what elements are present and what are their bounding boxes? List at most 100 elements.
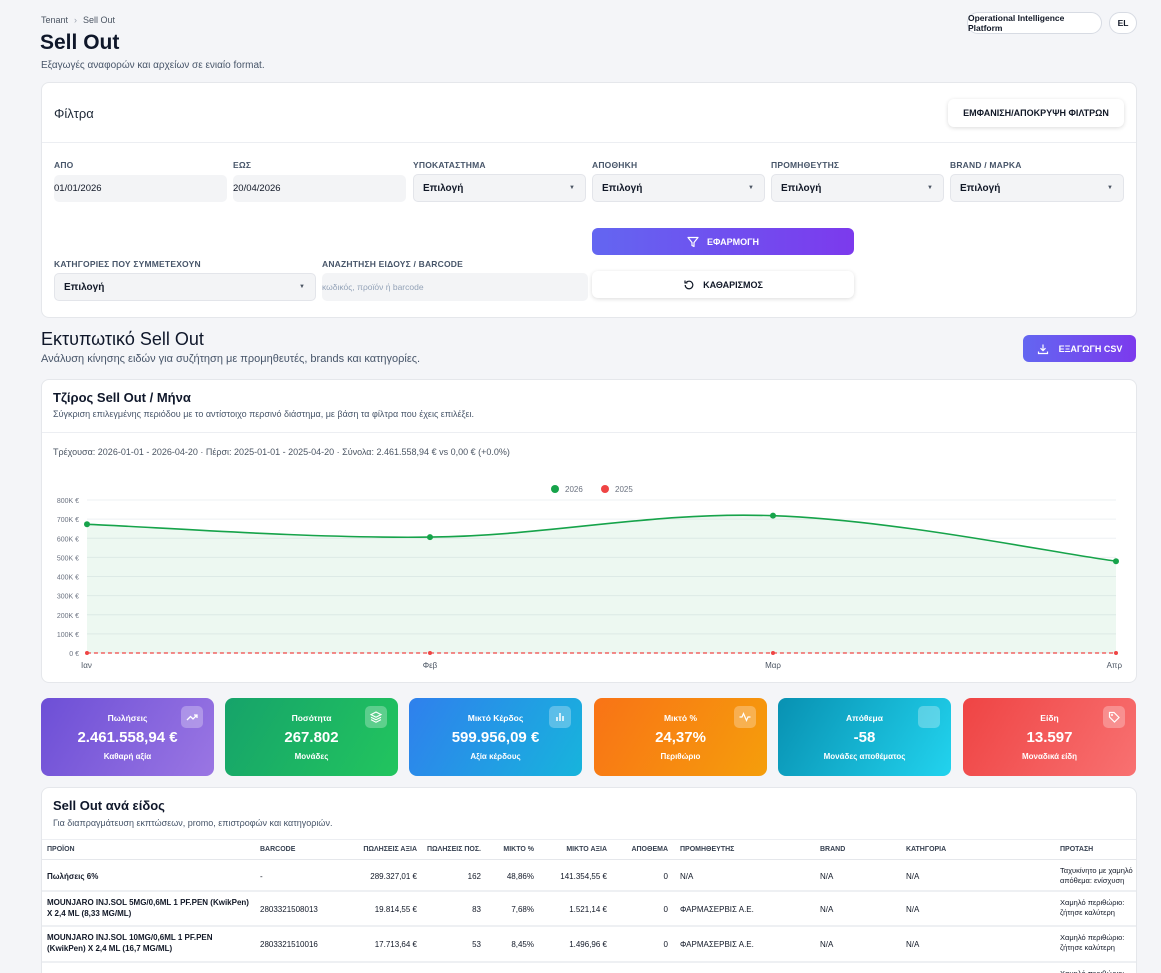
- y-tick-label: 700K €: [57, 517, 79, 524]
- brand-label: BRAND / ΜΑΡΚΑ: [950, 160, 1022, 170]
- export-csv-button[interactable]: ΕΞΑΓΩΓΗ CSV: [1023, 335, 1136, 362]
- y-tick-label: 600K €: [57, 536, 79, 543]
- chart-card-subtitle: Σύγκριση επιλεγμένης περιόδου με το αντί…: [53, 409, 475, 419]
- kpi-label: Απόθεμα: [846, 713, 883, 723]
- table-cell-sales-qty: 83: [472, 904, 481, 914]
- table-cell-margin-value: 1.496,96 €: [569, 940, 607, 949]
- column-header[interactable]: ΜΙΚΤΟ ΑΞΙΑ: [566, 846, 607, 853]
- toggle-filters-button[interactable]: ΕΜΦΑΝΙΣΗ/ΑΠΟΚΡΥΨΗ ΦΙΛΤΡΩΝ: [948, 99, 1124, 127]
- legend-label-2025: 2025: [615, 485, 633, 494]
- activity-icon: [734, 706, 756, 728]
- table-cell-sales-value: 289.327,01 €: [370, 872, 417, 881]
- y-tick-label: 200K €: [57, 613, 79, 620]
- apply-button[interactable]: ΕΦΑΡΜΟΓΗ: [592, 228, 854, 255]
- data-point-2026: [427, 534, 433, 541]
- column-header[interactable]: ΚΑΤΗΓΟΡΙΑ: [906, 846, 947, 853]
- divider: [42, 432, 1136, 433]
- kpi-label: Πωλήσεις: [107, 713, 148, 723]
- table-cell-sales-qty: 162: [467, 872, 481, 881]
- kpi-card: Είδη 13.597 Μοναδικά είδη: [963, 698, 1136, 776]
- kpi-sublabel: Μονάδες αποθέματος: [823, 752, 906, 761]
- sales-chart-card: Τζίρος Sell Out / Μήνα Σύγκριση επιλεγμέ…: [41, 379, 1137, 683]
- breadcrumb-root[interactable]: Tenant: [41, 15, 69, 25]
- kpi-value: -58: [853, 729, 876, 746]
- report-subtitle: Ανάλυση κίνησης ειδών για συζήτηση με πρ…: [41, 353, 421, 365]
- clear-button-label: ΚΑΘΑΡΙΣΜΟΣ: [703, 279, 763, 290]
- row-divider: [42, 961, 1136, 963]
- table-row[interactable]: [42, 963, 1136, 973]
- brand-select-value: Επιλογή: [960, 182, 1001, 194]
- layers-icon: [365, 706, 387, 728]
- brand-select[interactable]: Επιλογή ▼: [950, 174, 1124, 202]
- warehouse-select-value: Επιλογή: [602, 182, 643, 194]
- bar-chart-icon: [549, 706, 571, 728]
- chevron-right-icon: ›: [74, 15, 78, 25]
- divider: [42, 839, 1136, 840]
- y-tick-label: 400K €: [57, 575, 79, 582]
- platform-badge: Operational Intelligence Platform: [967, 12, 1102, 34]
- table-cell-category: N/A: [906, 940, 920, 949]
- supplier-select[interactable]: Επιλογή ▼: [771, 174, 944, 202]
- x-tick-label: Μαρ: [765, 661, 781, 670]
- reset-icon: [684, 280, 694, 289]
- kpi-sublabel: Μονάδες: [294, 752, 329, 761]
- box-icon: [918, 706, 940, 728]
- y-tick-label: 300K €: [57, 594, 79, 601]
- table-cell-stock: 0: [663, 904, 668, 914]
- column-header[interactable]: ΑΠΟΘΕΜΑ: [631, 846, 668, 853]
- filters-title: Φίλτρα: [54, 106, 94, 121]
- clear-button[interactable]: ΚΑΘΑΡΙΣΜΟΣ: [592, 271, 854, 298]
- branch-select[interactable]: Επιλογή ▼: [413, 174, 586, 202]
- breadcrumb: Tenant › Sell Out: [41, 15, 115, 25]
- download-icon: [1037, 344, 1048, 354]
- data-point-2025: [771, 651, 775, 655]
- column-header[interactable]: ΠΡΟΜΗΘΕΥΤΗΣ: [680, 846, 735, 853]
- chevron-down-icon: ▼: [299, 284, 305, 290]
- chart-summary: Τρέχουσα: 2026-01-01 - 2026-04-20 · Πέρσ…: [53, 447, 510, 457]
- table-subtitle: Για διαπραγμάτευση εκπτώσεων, promo, επι…: [53, 818, 333, 828]
- x-tick-label: Φεβ: [423, 661, 438, 670]
- from-date-input[interactable]: 01/01/2026: [54, 175, 227, 202]
- kpi-value: 599.956,09 €: [451, 729, 540, 746]
- column-header[interactable]: ΠΡΟΤΑΣΗ: [1060, 846, 1094, 853]
- chevron-down-icon: ▼: [569, 185, 575, 191]
- table-cell-supplier: N/A: [680, 872, 694, 881]
- from-date-label: ΑΠΟ: [54, 160, 74, 170]
- table-cell-margin-value: 141.354,55 €: [560, 872, 607, 881]
- table-cell-supplier: ΦΑΡΜΑΣΕΡΒΙΣ Α.Ε.: [680, 940, 754, 949]
- table-cell-margin-pct: 48,86%: [506, 872, 534, 881]
- search-input[interactable]: κωδικός, προϊόν ή barcode: [322, 273, 588, 301]
- categories-select-value: Επιλογή: [64, 281, 105, 293]
- column-header[interactable]: ΠΩΛΗΣΕΙΣ ΠΟΣ.: [427, 846, 481, 853]
- supplier-label: ΠΡΟΜΗΘΕΥΤΗΣ: [771, 160, 840, 170]
- table-cell-margin-pct: 7,68%: [511, 904, 534, 914]
- table-cell-category: N/A: [906, 904, 920, 914]
- table-cell-suggestion: Χαμηλό περιθώριο: ζήτησε καλύτερη εμπορι…: [1060, 898, 1125, 919]
- table-cell-stock: 0: [663, 872, 668, 881]
- warehouse-select[interactable]: Επιλογή ▼: [592, 174, 765, 202]
- table-cell-category: N/A: [906, 872, 920, 881]
- table-cell-sales-qty: 53: [472, 940, 481, 949]
- table-title: Sell Out ανά είδος: [53, 798, 165, 813]
- data-point-2026: [1113, 558, 1119, 565]
- report-title: Εκτυπωτικό Sell Out: [41, 329, 204, 349]
- column-header[interactable]: ΠΩΛΗΣΕΙΣ ΑΞΙΑ: [363, 846, 417, 853]
- column-header[interactable]: ΠΡΟΪΟΝ: [47, 846, 75, 853]
- to-date-input[interactable]: 20/04/2026: [233, 175, 406, 202]
- legend-label-2026: 2026: [565, 485, 583, 494]
- column-header[interactable]: BRAND: [820, 846, 846, 853]
- series-line-2026: [86, 514, 1117, 562]
- kpi-card: Μικτό Κέρδος 599.956,09 € Αξία κέρδους: [409, 698, 582, 776]
- table-cell-suggestion: Χαμηλό περιθώριο: ζήτησε: [1060, 969, 1136, 973]
- column-header[interactable]: BARCODE: [260, 846, 296, 853]
- table-cell-brand: N/A: [820, 940, 834, 949]
- categories-select[interactable]: Επιλογή ▼: [54, 273, 316, 301]
- column-header[interactable]: ΜΙΚΤΟ %: [503, 846, 534, 853]
- kpi-sublabel: Μοναδικά είδη: [1021, 752, 1078, 761]
- language-button[interactable]: EL: [1109, 12, 1137, 34]
- y-tick-label: 0 €: [69, 651, 79, 658]
- row-divider: [42, 890, 1136, 892]
- y-tick-label: 100K €: [57, 632, 79, 639]
- row-divider: [42, 925, 1136, 927]
- table-cell-suggestion: Χαμηλό περιθώριο: ζήτησε καλύτερη εμπορι…: [1060, 933, 1125, 954]
